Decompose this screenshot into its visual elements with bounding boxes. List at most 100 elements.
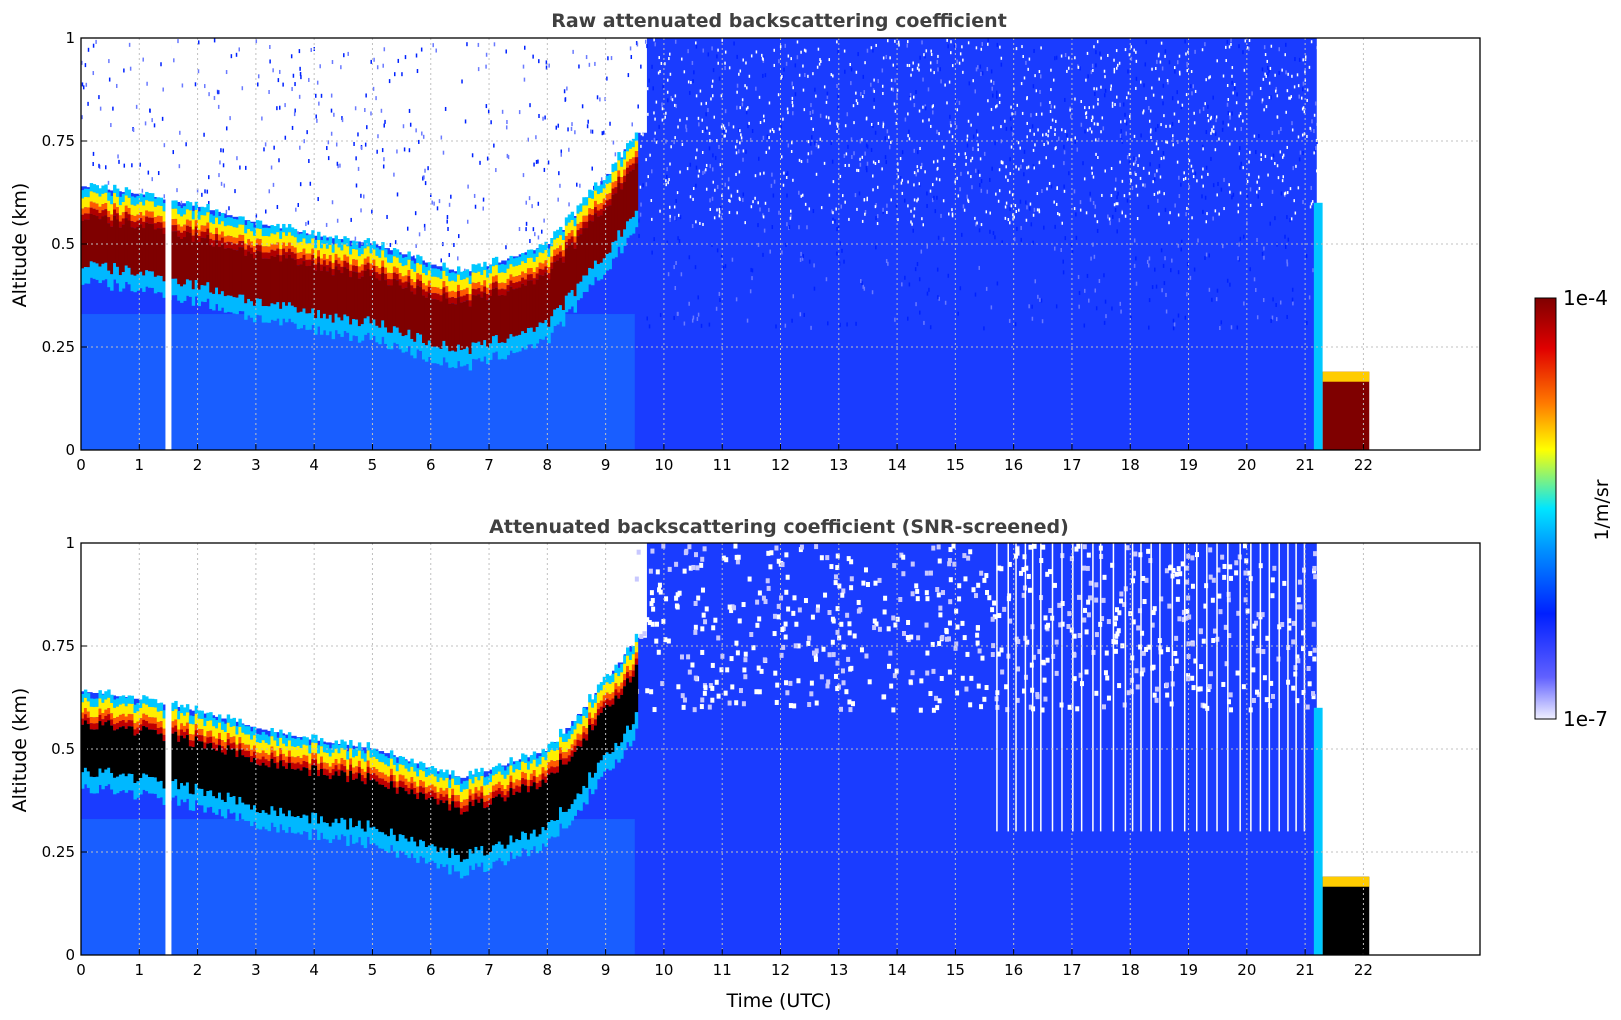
aerosol-layer-cell: [328, 255, 333, 262]
aerosol-layer-cell: [430, 784, 435, 791]
aerosol-layer-cell: [541, 275, 545, 324]
aerosol-layer-cell: [174, 731, 178, 780]
noise-speckle: [928, 118, 930, 122]
noise-speckle: [745, 149, 747, 154]
aerosol-layer-cell: [360, 758, 365, 769]
noise-speckle: [601, 131, 604, 136]
aerosol-layer-cell: [352, 271, 356, 320]
noise-speckle: [1205, 130, 1208, 135]
noise-speckle: [473, 193, 476, 198]
noise-speckle: [1066, 137, 1069, 141]
clear-sky-column: [640, 38, 647, 133]
noise-speckle: [996, 104, 998, 108]
aerosol-layer-cell: [250, 731, 254, 740]
clear-sky-column: [133, 38, 140, 194]
noise-speckle: [728, 198, 730, 202]
noise-speckle: [1313, 151, 1315, 155]
noise-speckle: [505, 245, 507, 250]
noise-speckle: [996, 90, 998, 95]
noise-speckle: [877, 121, 880, 125]
aerosol-layer-cell: [570, 211, 575, 220]
noise-speckle: [1062, 270, 1065, 275]
noise-speckle: [1084, 112, 1087, 116]
clear-sky-column: [617, 543, 624, 663]
aerosol-layer-cell: [209, 720, 213, 731]
noise-speckle: [788, 225, 791, 230]
aerosol-layer-cell: [191, 211, 196, 220]
aerosol-layer-cell: [419, 761, 423, 770]
noise-speckle: [603, 130, 605, 135]
aerosol-layer-cell: [319, 248, 324, 259]
noise-speckle: [749, 137, 752, 142]
aerosol-layer-cell: [290, 245, 295, 253]
aerosol-layer-cell: [115, 207, 120, 214]
aerosol-layer-cell: [180, 216, 184, 227]
aerosol-layer-cell: [456, 297, 461, 345]
aerosol-layer-cell: [177, 729, 181, 736]
noise-speckle: [1050, 88, 1052, 92]
aerosol-layer-cell: [261, 227, 266, 237]
noise-speckle: [197, 40, 200, 45]
noise-speckle: [776, 558, 781, 564]
noise-speckle: [784, 323, 787, 328]
noise-speckle: [861, 219, 864, 223]
noise-speckle: [766, 550, 771, 556]
aerosol-layer-cell: [451, 297, 455, 304]
aerosol-layer-cell: [378, 274, 382, 281]
aerosol-layer-cell: [104, 722, 108, 770]
aerosol-layer-cell: [180, 232, 184, 240]
clear-sky-column: [267, 543, 274, 731]
aerosol-layer-cell: [89, 776, 94, 794]
noise-speckle: [959, 286, 962, 291]
noise-speckle: [958, 100, 961, 105]
aerosol-layer-cell: [177, 284, 181, 301]
aerosol-layer-cell: [174, 231, 178, 279]
aerosol-layer-cell: [302, 761, 306, 768]
noise-speckle: [1092, 201, 1095, 206]
clear-sky-column: [86, 543, 94, 693]
noise-speckle: [1312, 656, 1317, 662]
noise-speckle: [870, 46, 873, 50]
noise-speckle: [800, 194, 803, 198]
panel-snr-screened: Attenuated backscattering coefficient (S…: [9, 516, 1481, 1012]
aerosol-layer-cell: [215, 234, 219, 241]
screened-stripe: [1268, 543, 1271, 832]
aerosol-layer-cell: [392, 256, 397, 267]
noise-speckle: [740, 133, 742, 137]
aerosol-layer-cell: [512, 289, 516, 337]
aerosol-layer-cell: [419, 769, 423, 781]
noise-speckle: [998, 93, 1001, 97]
noise-speckle: [1243, 570, 1248, 576]
noise-speckle: [949, 120, 952, 125]
aerosol-layer-cell: [509, 286, 513, 335]
aerosol-layer-cell: [285, 305, 289, 323]
aerosol-layer-cell: [150, 723, 155, 730]
aerosol-layer-cell: [593, 207, 598, 214]
aerosol-layer-cell: [235, 297, 239, 315]
clear-sky-column: [290, 38, 298, 231]
aerosol-layer-cell: [223, 748, 228, 755]
aerosol-layer-cell: [150, 211, 155, 218]
noise-speckle: [711, 167, 714, 172]
clear-sky-column: [343, 38, 350, 240]
noise-speckle: [648, 568, 653, 574]
aerosol-layer-cell: [226, 792, 231, 810]
aerosol-layer-cell: [477, 263, 481, 272]
noise-speckle: [872, 48, 874, 53]
aerosol-layer-cell: [334, 253, 338, 261]
aerosol-layer-cell: [83, 213, 88, 220]
noise-speckle: [874, 130, 877, 135]
aerosol-layer-cell: [430, 268, 435, 277]
aerosol-layer-cell: [130, 221, 134, 228]
aerosol-layer-cell: [177, 789, 181, 806]
aerosol-layer-cell: [223, 236, 228, 243]
aerosol-layer-cell: [500, 288, 505, 295]
aerosol-layer-cell: [343, 254, 347, 261]
aerosol-layer-cell: [107, 210, 111, 218]
aerosol-layer-cell: [503, 283, 508, 290]
aerosol-layer-cell: [258, 765, 263, 814]
aerosol-layer-cell: [267, 814, 271, 832]
aerosol-layer-cell: [427, 280, 432, 287]
aerosol-layer-cell: [212, 742, 216, 749]
noise-speckle: [524, 45, 526, 50]
